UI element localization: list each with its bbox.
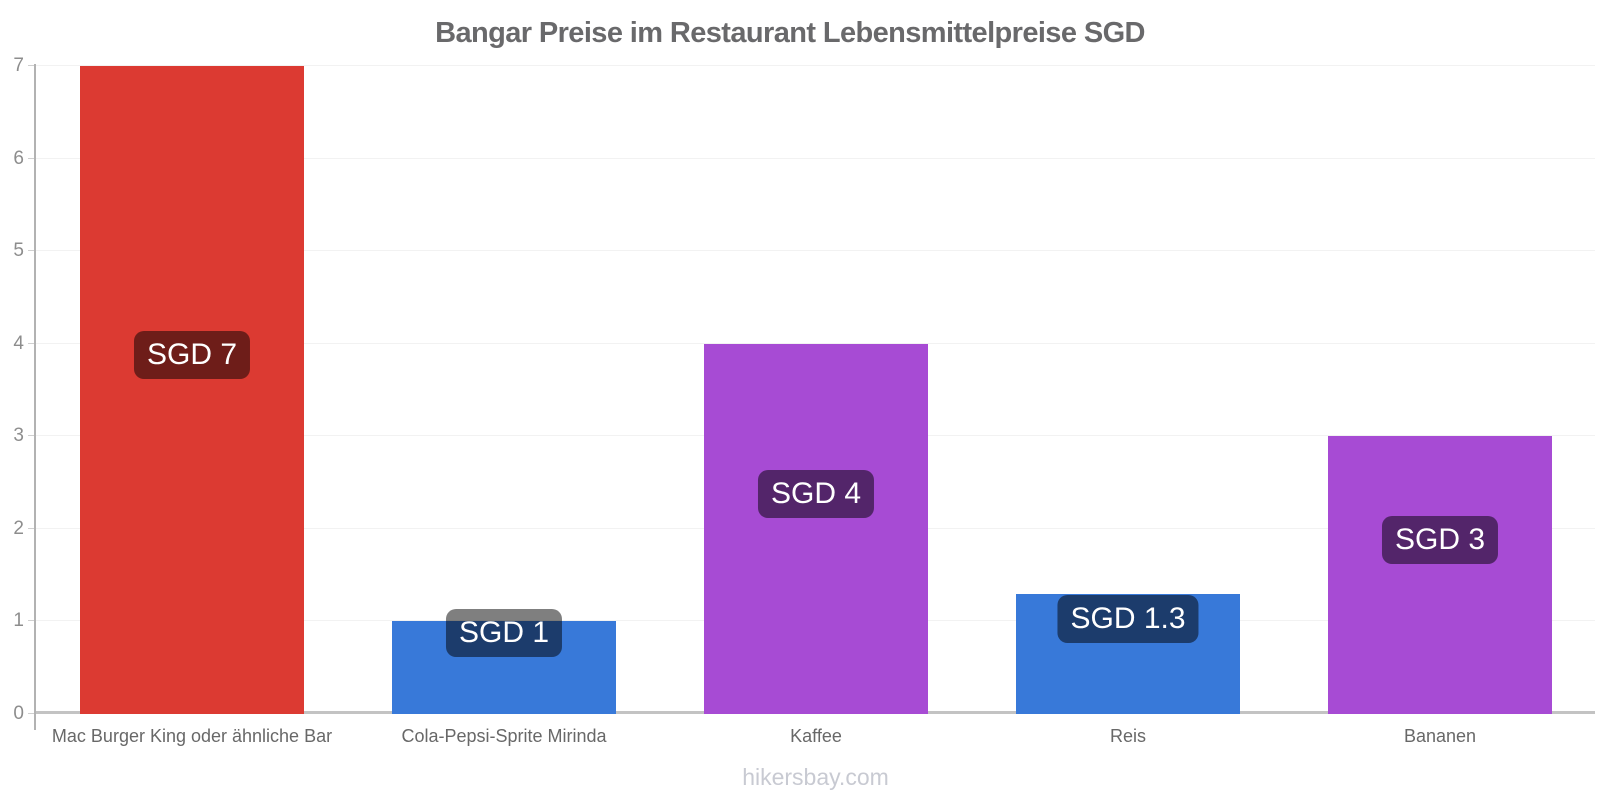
y-axis-tick	[28, 250, 36, 252]
y-axis-tick	[28, 620, 36, 622]
x-axis-label: Kaffee	[790, 726, 842, 746]
bar-value-label: SGD 3	[1381, 516, 1499, 565]
gridline	[36, 65, 1595, 66]
gridline	[36, 157, 1595, 159]
x-axis-label: Reis	[1109, 726, 1147, 746]
y-axis-label: 3	[13, 425, 24, 447]
bar-value-label: SGD 4	[757, 469, 875, 518]
y-axis-label: 6	[13, 147, 24, 169]
y-axis-label: 4	[13, 332, 24, 354]
gridline	[36, 250, 1595, 252]
y-axis-tick	[28, 527, 36, 529]
chart-title: Bangar Preise im Restaurant Lebensmittel…	[435, 17, 1145, 49]
bar	[80, 66, 304, 714]
y-axis-tick	[28, 342, 36, 344]
bar	[704, 343, 928, 714]
y-axis-tick	[28, 435, 36, 437]
y-axis-label: 0	[13, 703, 24, 724]
x-axis-label: Bananen	[1403, 726, 1477, 746]
y-axis-tick	[28, 157, 36, 159]
y-axis-tick	[28, 713, 36, 714]
y-axis-tick	[28, 65, 36, 66]
y-axis-line	[34, 64, 36, 730]
y-axis-label: 7	[13, 55, 24, 76]
x-axis-label: Cola-Pepsi-Sprite Mirinda	[401, 726, 607, 746]
y-axis-label: 2	[13, 517, 24, 539]
y-axis-label: 5	[13, 240, 24, 262]
bar	[1328, 436, 1552, 714]
y-axis-label: 1	[13, 610, 24, 632]
x-axis-label: Mac Burger King oder ähnliche Bar	[51, 726, 333, 746]
gridline	[36, 342, 1595, 344]
bar-value-label: SGD 7	[133, 331, 251, 379]
bar-value-label: SGD 1	[445, 608, 563, 657]
bar-value-label: SGD 1.3	[1057, 594, 1199, 643]
watermark-text: hikersbay.com	[742, 764, 889, 790]
